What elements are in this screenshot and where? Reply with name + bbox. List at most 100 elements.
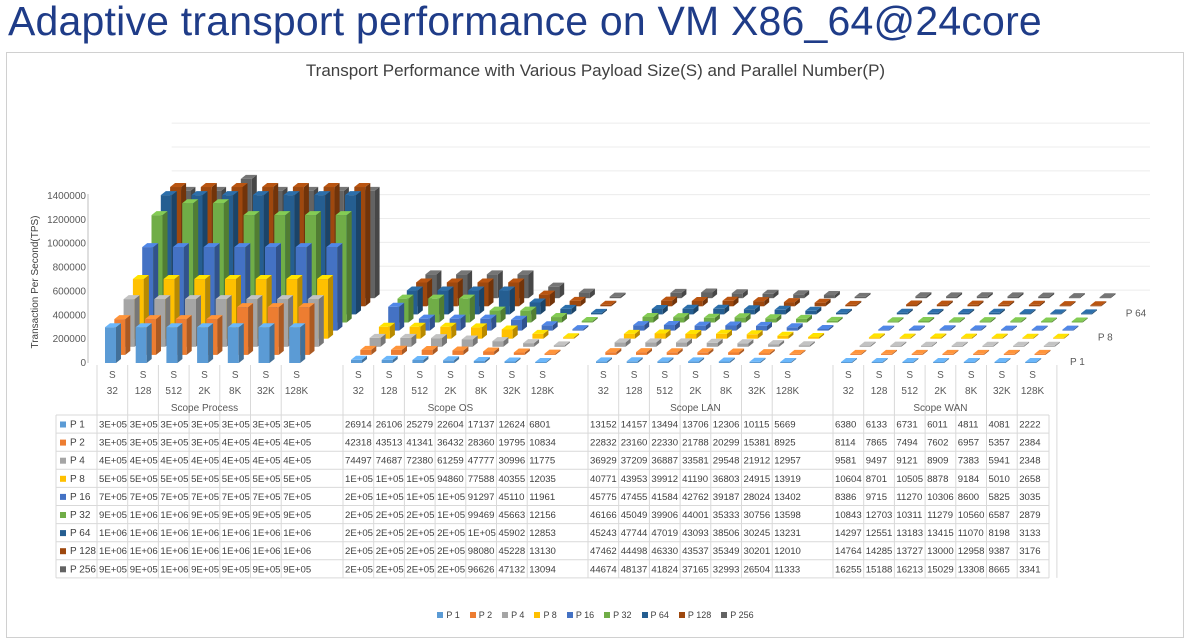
bar-front bbox=[1081, 313, 1092, 315]
bar bbox=[673, 313, 690, 323]
bar-front bbox=[789, 353, 801, 355]
table-cell: 99469 bbox=[468, 510, 495, 521]
bar-side bbox=[411, 333, 417, 347]
bar-front bbox=[523, 343, 535, 347]
bar-top bbox=[756, 321, 772, 326]
bar bbox=[731, 289, 748, 299]
size-header-s: S bbox=[140, 370, 147, 381]
bar-side bbox=[562, 313, 567, 323]
bar-side bbox=[503, 337, 509, 347]
bar-top bbox=[988, 308, 1005, 313]
bar-front bbox=[731, 293, 743, 299]
table-cell: 11279 bbox=[927, 510, 953, 521]
bar-side bbox=[776, 314, 782, 323]
bar-front bbox=[560, 308, 572, 315]
bar bbox=[626, 357, 643, 363]
bar bbox=[998, 300, 1015, 307]
bar-side bbox=[800, 349, 806, 355]
bar-top bbox=[360, 345, 377, 350]
bar-front bbox=[768, 344, 780, 347]
bar-top bbox=[243, 211, 260, 216]
bar-side bbox=[392, 355, 398, 363]
bar-front bbox=[569, 300, 581, 307]
bar-front bbox=[511, 319, 522, 331]
table-cell: 1E+06 bbox=[283, 528, 311, 539]
bar-top bbox=[185, 295, 201, 300]
bar bbox=[896, 308, 913, 315]
y-tick-label: 600000 bbox=[53, 286, 87, 297]
bar-top bbox=[911, 349, 928, 354]
bar-front bbox=[360, 349, 372, 355]
size-header-s: S bbox=[416, 370, 423, 381]
bar-side bbox=[907, 308, 913, 315]
bar bbox=[817, 325, 834, 331]
table-cell: 13094 bbox=[529, 564, 556, 575]
bar-side bbox=[278, 303, 284, 355]
bar-top bbox=[921, 341, 937, 346]
bar-front bbox=[388, 306, 400, 331]
bar-top bbox=[706, 338, 723, 343]
bar-top bbox=[918, 316, 935, 321]
bar-top bbox=[418, 314, 435, 319]
bar-top bbox=[936, 300, 953, 305]
bar bbox=[1099, 293, 1116, 299]
table-cell: 9E+05 bbox=[191, 510, 219, 521]
bar-front bbox=[501, 329, 513, 339]
bar-top bbox=[998, 300, 1015, 305]
table-cell: 12624 bbox=[499, 420, 526, 431]
bar-top bbox=[409, 322, 426, 327]
bar-side bbox=[318, 295, 324, 347]
size-header-value: 32 bbox=[598, 386, 610, 397]
bar bbox=[544, 349, 561, 355]
table-cell: 1E+06 bbox=[222, 546, 250, 557]
bar-front bbox=[774, 309, 786, 315]
bar-top bbox=[440, 322, 457, 327]
bar-front bbox=[991, 337, 1003, 339]
bar-front bbox=[780, 362, 792, 363]
bar-front bbox=[970, 329, 982, 331]
bar-front bbox=[614, 342, 626, 347]
bar bbox=[765, 314, 782, 323]
bar-side bbox=[708, 348, 714, 355]
bar-top bbox=[351, 355, 367, 360]
bar-top bbox=[836, 308, 852, 313]
table-cell: 1E+05 bbox=[468, 528, 496, 539]
bar-front bbox=[814, 302, 826, 307]
bar-side bbox=[402, 345, 407, 355]
row-swatch bbox=[60, 457, 66, 464]
bar-front bbox=[836, 312, 847, 315]
table-cell: 13494 bbox=[651, 420, 678, 431]
depth-axis-label: P 64 bbox=[1126, 308, 1147, 319]
bar bbox=[458, 294, 475, 323]
bar bbox=[412, 355, 429, 363]
table-cell: 6133 bbox=[866, 420, 887, 431]
bar-front bbox=[908, 329, 920, 331]
table-cell: 2E+05 bbox=[376, 564, 404, 575]
bar bbox=[511, 315, 527, 331]
table-cell: 10311 bbox=[896, 510, 922, 521]
table-cell: 11270 bbox=[896, 492, 922, 503]
table-cell: 19795 bbox=[499, 438, 526, 449]
bar bbox=[878, 325, 895, 331]
bar bbox=[523, 339, 540, 347]
bar-side bbox=[993, 341, 999, 347]
bar-top bbox=[421, 345, 438, 350]
table-cell: 43513 bbox=[376, 438, 403, 449]
table-cell: 3E+05 bbox=[191, 438, 219, 449]
bar-front bbox=[762, 293, 774, 299]
legend-item: P 64 bbox=[641, 610, 669, 620]
bar bbox=[768, 340, 785, 347]
bar bbox=[946, 292, 963, 299]
bar-top bbox=[452, 346, 469, 351]
bar-side bbox=[969, 308, 975, 315]
bar-front bbox=[1071, 321, 1083, 323]
bar-top bbox=[160, 191, 177, 196]
bar bbox=[605, 348, 622, 355]
table-cell: 3E+05 bbox=[253, 420, 281, 431]
table-cell: 61259 bbox=[437, 456, 464, 467]
table-cell: 43537 bbox=[682, 546, 709, 557]
table-cell: 4E+05 bbox=[283, 456, 311, 467]
bar-top bbox=[958, 308, 975, 313]
table-cell: 9E+05 bbox=[283, 510, 311, 521]
bar-top bbox=[1062, 325, 1079, 330]
